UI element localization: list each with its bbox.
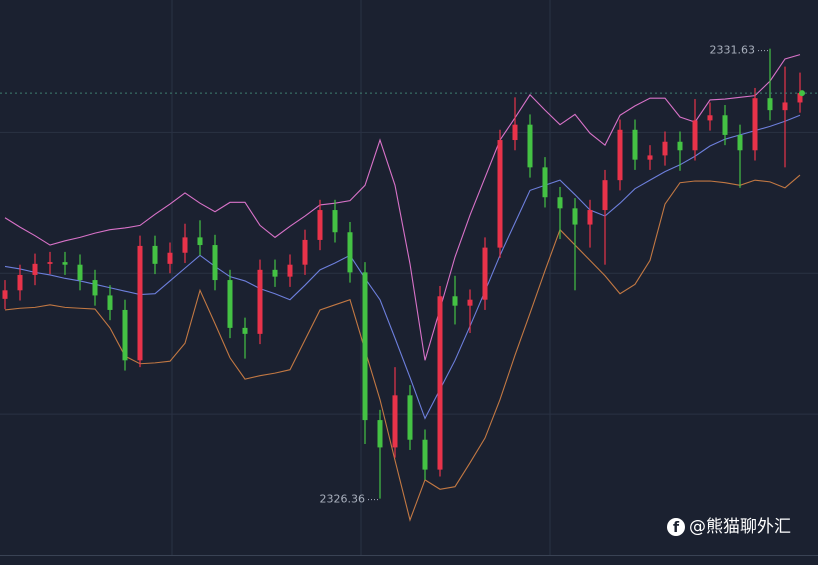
candle-body [782,102,788,111]
candle-body [677,141,683,151]
watermark-icon-glyph: f [673,520,680,536]
candle-body [77,264,83,281]
candle-body [662,141,668,156]
candle-body [2,290,8,299]
candle-body [62,262,68,265]
candle-body [542,167,548,198]
candle-body [257,269,263,334]
watermark: @熊猫聊外汇 [689,517,791,537]
candle-body [137,245,143,361]
candle-body [407,395,413,440]
band-upper [4,54,801,361]
candle-body [302,239,308,265]
candle-body [17,274,23,291]
candle-body [272,269,278,277]
candle-body [32,263,38,275]
candle-body [392,395,398,448]
candle-body [647,155,653,160]
candle-body [452,296,458,306]
candle-body [617,129,623,181]
watermark-group: f @熊猫聊外汇 [667,517,791,537]
candle-body [692,120,698,151]
candle-body [212,245,218,281]
candle-body [497,140,503,248]
watermark-icon [667,518,685,536]
notes: 2331.63 2326.36 [0,44,818,506]
candle-body [797,93,803,103]
high-label: 2331.63 [710,44,756,57]
candle-body [167,252,173,264]
candle-body [287,264,293,277]
candle-body [107,295,113,310]
candle-body [347,232,353,273]
candle-body [92,280,98,296]
candle-body [587,210,593,225]
candle-body [197,237,203,246]
candle-body [437,296,443,470]
candle-body [482,247,488,300]
candle-body [707,115,713,121]
candle-body [557,197,563,209]
candle-body [512,124,518,141]
candle-body [377,420,383,448]
candles [2,48,803,499]
candle-body [467,299,473,306]
candle-body [47,262,53,264]
candle-body [422,439,428,470]
band-lower [4,174,801,522]
low-label: 2326.36 [320,493,366,506]
candle-body [527,124,533,168]
candle-body [317,210,323,240]
candle-body [182,237,188,253]
candle-body [602,180,608,211]
candle-body [362,272,368,421]
candle-body [752,98,758,151]
last-price-dot [799,90,805,97]
candle-body [332,210,338,233]
candle-body [572,208,578,225]
candle-body [227,280,233,328]
candle-body [632,129,638,160]
candle-body [767,98,773,111]
candle-body [737,134,743,151]
candle-body [152,245,158,264]
candle-body [122,309,128,361]
candle-body [722,115,728,135]
candle-body [242,327,248,334]
